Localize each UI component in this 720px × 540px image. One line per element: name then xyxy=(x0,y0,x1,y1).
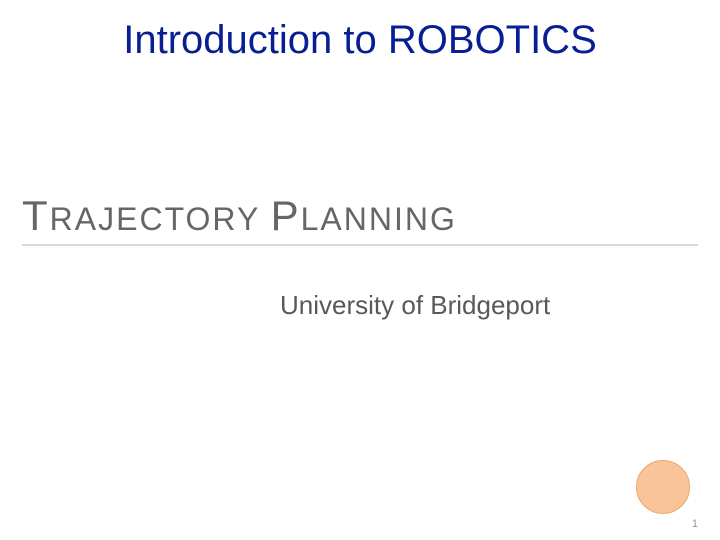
accent-circle-icon xyxy=(636,460,690,514)
title-rest-1: RAJECTORY xyxy=(50,201,260,237)
title-cap-1: T xyxy=(22,192,50,239)
title-cap-2: P xyxy=(271,192,301,239)
page-number: 1 xyxy=(692,518,698,530)
title-underline xyxy=(22,244,698,246)
course-title: Introduction to ROBOTICS xyxy=(0,18,720,63)
slide: Introduction to ROBOTICS TRAJECTORY PLAN… xyxy=(0,0,720,540)
main-title: TRAJECTORY PLANNING xyxy=(22,192,457,240)
institution-name: University of Bridgeport xyxy=(280,290,550,321)
title-rest-2: LANNING xyxy=(301,201,457,237)
